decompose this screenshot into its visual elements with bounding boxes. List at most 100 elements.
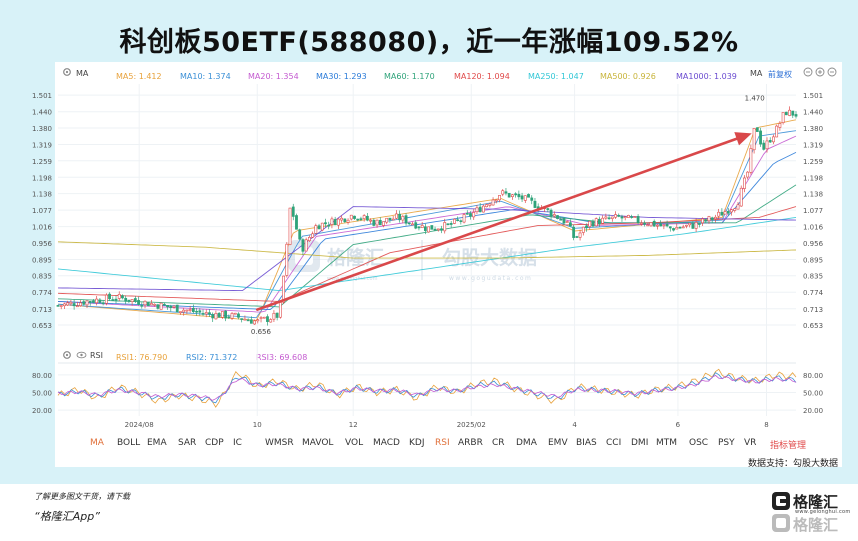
candle-body	[469, 213, 472, 217]
rsi-indicator-label[interactable]: RSI	[90, 351, 103, 360]
candle-body	[278, 302, 282, 318]
rsi-legend: RSI RSI1: 76.790 RSI2: 71.372 RSI3: 69.608	[58, 349, 838, 363]
tab-OSC[interactable]: OSC	[689, 438, 709, 448]
adjust-label[interactable]: 前复权	[768, 70, 792, 79]
tab-MAVOL[interactable]: MAVOL	[302, 438, 334, 448]
candle-body	[772, 136, 775, 143]
candle-body	[191, 307, 195, 313]
trend-arrow-shaft	[255, 137, 738, 311]
candle-body	[427, 226, 431, 233]
tab-ARBR[interactable]: ARBR	[458, 438, 483, 448]
candle-body	[617, 214, 621, 217]
candle-body	[704, 219, 708, 222]
candle-body	[710, 217, 714, 220]
y-tick-label-left: 1.501	[32, 92, 52, 100]
rsi-line-RSI3	[57, 374, 797, 401]
ma-indicator-label[interactable]: MA	[76, 69, 89, 78]
candle-body	[153, 304, 157, 306]
candle-body	[75, 305, 79, 308]
tab-DMA[interactable]: DMA	[516, 438, 537, 448]
tab-VOL[interactable]: VOL	[345, 438, 364, 448]
tab-MA[interactable]: MA	[90, 438, 104, 448]
candle-body	[137, 300, 140, 305]
y-tick-label-left: 1.319	[32, 141, 52, 149]
rsi-tick-left: 50.00	[32, 389, 52, 397]
candle-body	[411, 223, 414, 226]
candle-body	[533, 200, 537, 208]
rsi-gear-icon[interactable]	[62, 350, 72, 362]
zoom-out-icon[interactable]	[803, 67, 813, 79]
candle-body	[140, 305, 144, 307]
watermark-brand: 格隆汇	[327, 246, 384, 269]
ma-line-MA1000	[57, 206, 797, 292]
candle-body	[108, 293, 111, 300]
tab-SAR[interactable]: SAR	[178, 438, 197, 448]
y-tick-label-left: 1.077	[32, 207, 52, 215]
candle-body	[633, 216, 637, 218]
candle-body	[784, 111, 788, 116]
tab-MTM[interactable]: MTM	[656, 438, 678, 448]
zoom-in-icon[interactable]	[815, 67, 825, 79]
tab-RSI[interactable]: RSI	[435, 438, 450, 448]
x-tick-label: 2025/02	[457, 421, 486, 429]
candle-body	[511, 194, 514, 198]
tab-EMV[interactable]: EMV	[548, 438, 568, 448]
y-tick-label-left: 1.380	[32, 125, 52, 133]
tab-KDJ[interactable]: KDJ	[409, 438, 425, 448]
candle-body	[375, 219, 379, 226]
candle-body	[665, 224, 669, 227]
tab-CR[interactable]: CR	[492, 438, 505, 448]
ma-legend: MA MA5: 1.412 MA10: 1.374 MA20: 1.354 MA30:…	[58, 66, 838, 82]
candle-body	[156, 304, 160, 309]
tab-PSY[interactable]: PSY	[718, 438, 735, 448]
tab-CDP[interactable]: CDP	[205, 438, 224, 448]
candle-body	[481, 205, 485, 213]
y-tick-label-right: 1.319	[803, 141, 823, 149]
tab-IC[interactable]: IC	[233, 438, 242, 448]
candle-body	[726, 210, 730, 214]
tab-指标管理[interactable]: 指标管理	[770, 441, 807, 451]
candle-body	[720, 211, 724, 216]
eye-icon[interactable]	[76, 350, 87, 362]
tab-DMI[interactable]: DMI	[631, 438, 649, 448]
tab-BIAS[interactable]: BIAS	[576, 438, 597, 448]
gear-icon[interactable]	[62, 67, 72, 79]
candle-body	[552, 214, 556, 217]
rsi-tick-right: 50.00	[803, 389, 823, 397]
candle-body	[162, 303, 166, 306]
candle-body	[63, 303, 66, 307]
candle-body	[614, 214, 617, 218]
y-tick-label-right: 1.501	[803, 92, 823, 100]
y-tick-label-left: 0.895	[32, 256, 52, 264]
candle-body	[359, 218, 363, 220]
tab-EMA[interactable]: EMA	[147, 438, 167, 448]
candle-body	[211, 314, 215, 319]
candle-body	[717, 211, 721, 217]
candle-body	[298, 229, 302, 240]
ma-right-label[interactable]: MA	[750, 69, 763, 78]
candle-body	[488, 203, 492, 206]
tab-VR[interactable]: VR	[744, 438, 757, 448]
y-tick-label-right: 0.774	[803, 289, 824, 297]
candle-body	[314, 225, 318, 234]
tab-CCI[interactable]: CCI	[606, 438, 622, 448]
rsi-legend-item: RSI2: 71.372	[186, 353, 238, 362]
candle-body	[275, 312, 279, 318]
tab-MACD[interactable]: MACD	[373, 438, 400, 448]
candle-body	[198, 310, 202, 313]
tab-BOLL[interactable]: BOLL	[117, 438, 141, 448]
candle-body	[246, 319, 250, 322]
tab-WMSR[interactable]: WMSR	[265, 438, 294, 448]
candle-body	[72, 303, 76, 307]
ma-legend-item: MA60: 1.170	[384, 72, 435, 81]
candle-body	[781, 112, 785, 123]
candle-body	[272, 312, 276, 320]
candle-body	[443, 222, 447, 232]
candle-body	[610, 216, 614, 219]
minimize-icon[interactable]	[827, 67, 837, 79]
candle-body	[133, 298, 137, 302]
candle-body	[449, 223, 453, 225]
candle-body	[433, 228, 437, 231]
y-tick-label-right: 1.198	[803, 174, 823, 182]
candle-body	[249, 319, 253, 324]
